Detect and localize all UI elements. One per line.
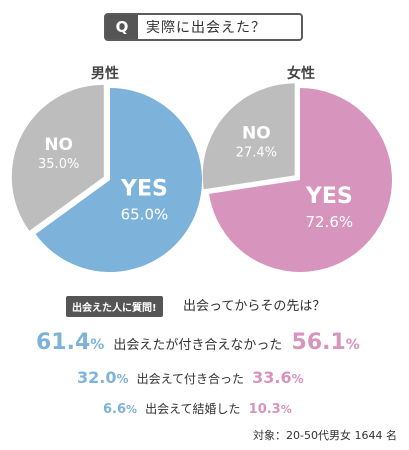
percent-sign: % (345, 337, 360, 353)
female-yes-slice (209, 88, 392, 272)
followup-row: 61.4% 出会えたが付き合えなかった 56.1% (36, 330, 360, 355)
followup-question: 出会ってからその先は？ (183, 299, 326, 314)
survey-footer: 対象：20-50代男女 1644 名 (253, 429, 397, 442)
male-percent: 61.4 (36, 330, 91, 355)
pie-charts: YES 65.0% NO 35.0% YES 72.6% NO 27.4% (11, 83, 392, 273)
percent-sign: % (90, 337, 105, 353)
male-pie-title: 男性 (91, 66, 119, 82)
followup-row: 6.6% 出会えて結婚した 10.3% (103, 398, 292, 417)
female-pie-title: 女性 (287, 66, 315, 82)
question-box: Q 実際に出会えた？ (104, 13, 303, 41)
female-no-slice (202, 83, 295, 190)
row-label: 出会えたが付き合えなかった (113, 338, 283, 353)
question-text: 実際に出会えた？ (146, 20, 266, 36)
male-no-slice (11, 84, 104, 231)
male-percent: 6.6 (103, 402, 127, 417)
question-mark: Q (106, 15, 138, 39)
followup-row: 32.0% 出会えて付き合った 33.6% (77, 368, 304, 387)
male-yes-slice (35, 88, 202, 273)
female-percent: 10.3 (248, 402, 281, 417)
row-label: 出会えて結婚した (145, 402, 241, 416)
percent-sign: % (280, 403, 292, 416)
followup-tag: 出会えた人に質問! (66, 296, 163, 317)
male-no-value: 35.0% (38, 157, 79, 172)
percent-sign: % (126, 403, 138, 416)
female-yes-value: 72.6% (305, 213, 353, 231)
female-no-value: 27.4% (236, 145, 277, 160)
male-yes-label: YES (120, 177, 168, 202)
female-no-label: NO (242, 123, 271, 143)
female-yes-label: YES (305, 184, 353, 209)
male-yes-value: 65.0% (121, 206, 169, 224)
male-percent: 32.0 (77, 368, 117, 387)
male-no-label: NO (44, 135, 73, 155)
female-percent: 56.1 (291, 330, 346, 355)
percent-sign: % (116, 372, 129, 386)
percent-sign: % (291, 372, 304, 386)
row-label: 出会えて付き合った (136, 372, 245, 386)
female-percent: 33.6 (252, 368, 292, 387)
